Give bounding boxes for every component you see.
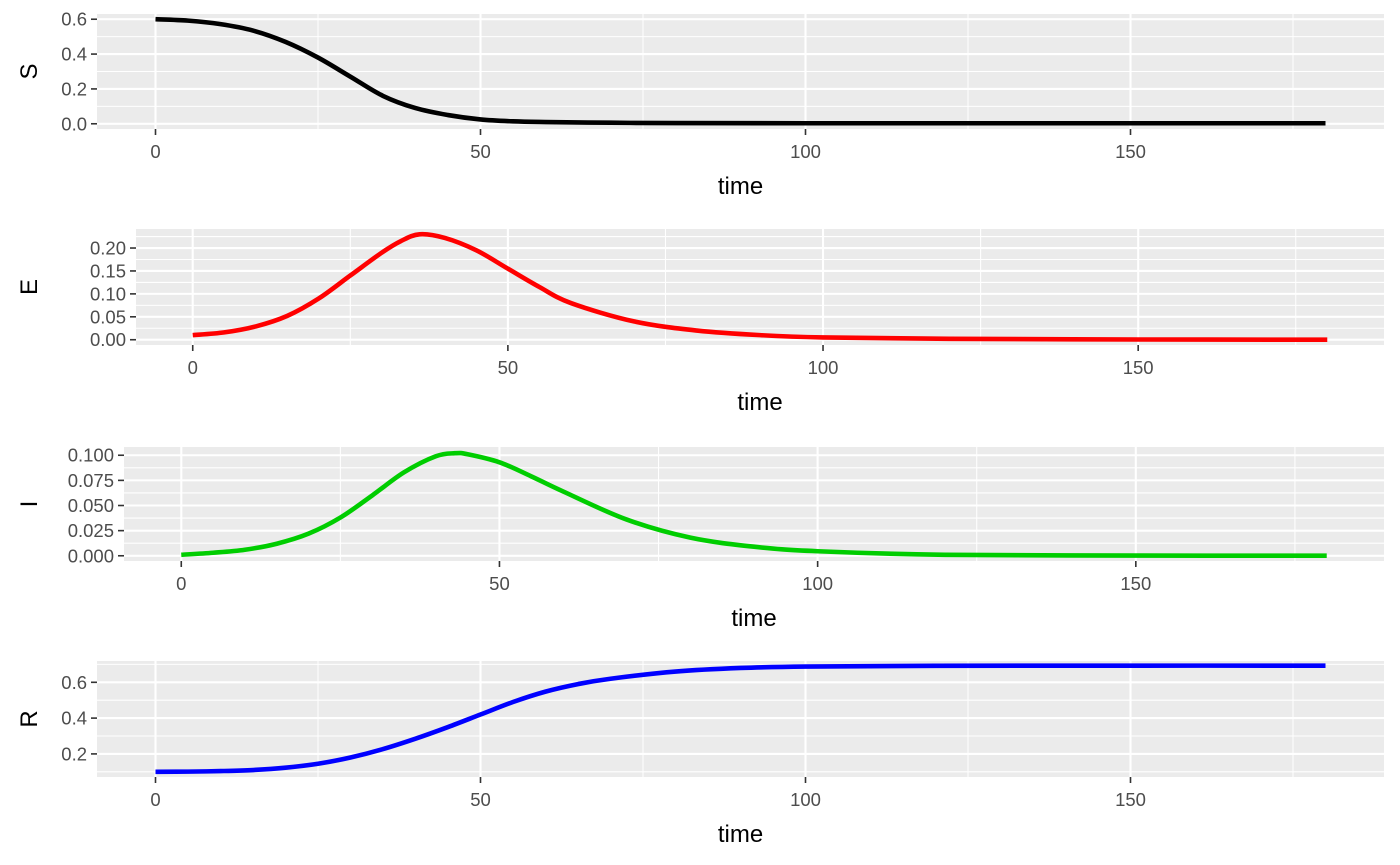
x-axis-title: time — [737, 389, 782, 416]
panel-s: 0 50 100 150 0.0 0.2 0.4 0.6 time S — [16, 9, 1384, 200]
y-tick-label: 0.10 — [90, 283, 126, 304]
x-tick-label: 0 — [188, 357, 198, 378]
series-line-s — [155, 16, 1326, 126]
y-tick-label: 0.4 — [61, 708, 87, 729]
y-tick-label: 0.20 — [90, 238, 126, 259]
series-line-e — [192, 231, 1328, 342]
y-tick-label: 0.2 — [61, 743, 87, 764]
y-tick-label: 0.05 — [90, 306, 126, 327]
y-tick-label: 0.6 — [61, 672, 87, 693]
x-axis-title: time — [718, 821, 763, 848]
panel-r: 0 50 100 150 0.2 0.4 0.6 time R — [16, 661, 1384, 848]
y-tick-label: 0.075 — [68, 470, 114, 491]
x-tick-label: 150 — [1115, 141, 1146, 162]
series-line-i — [181, 450, 1327, 558]
y-tick-label: 0.00 — [90, 329, 126, 350]
x-axis-title: time — [731, 605, 776, 632]
x-tick-label: 50 — [470, 789, 491, 810]
x-tick-label: 0 — [150, 789, 160, 810]
x-tick-label: 100 — [790, 789, 821, 810]
x-tick-label: 100 — [802, 573, 833, 594]
panel-background — [136, 229, 1384, 345]
y-tick-label: 0.100 — [68, 445, 114, 466]
y-tick-label: 0.6 — [61, 9, 87, 30]
panel-i: 0 50 100 150 0.000 0.025 0.050 0.075 0.100 time I — [16, 445, 1384, 632]
x-tick-label: 100 — [790, 141, 821, 162]
x-tick-label: 0 — [176, 573, 186, 594]
y-axis-title: S — [16, 63, 43, 79]
x-tick-label: 150 — [1123, 357, 1154, 378]
y-tick-label: 0.050 — [68, 495, 114, 516]
y-axis-title: E — [16, 279, 43, 295]
y-tick-label: 0.000 — [68, 545, 114, 566]
panel-background — [124, 447, 1384, 561]
x-tick-label: 50 — [498, 357, 519, 378]
y-tick-label: 0.15 — [90, 260, 126, 281]
x-tick-label: 100 — [808, 357, 839, 378]
x-tick-label: 150 — [1115, 789, 1146, 810]
x-tick-label: 50 — [470, 141, 491, 162]
x-tick-label: 50 — [489, 573, 510, 594]
y-tick-label: 0.4 — [61, 44, 87, 65]
y-tick-label: 0.025 — [68, 520, 114, 541]
y-tick-label: 0.0 — [61, 113, 87, 134]
y-tick-label: 0.2 — [61, 78, 87, 99]
series-line-r — [155, 663, 1326, 775]
y-axis-title: I — [16, 501, 43, 508]
x-axis-title: time — [718, 173, 763, 200]
panel-e: 0 50 100 150 0.000.050.100.150.20 time E — [16, 229, 1384, 416]
x-tick-label: 150 — [1120, 573, 1151, 594]
y-axis-title: R — [16, 710, 43, 727]
x-tick-label: 0 — [150, 141, 160, 162]
